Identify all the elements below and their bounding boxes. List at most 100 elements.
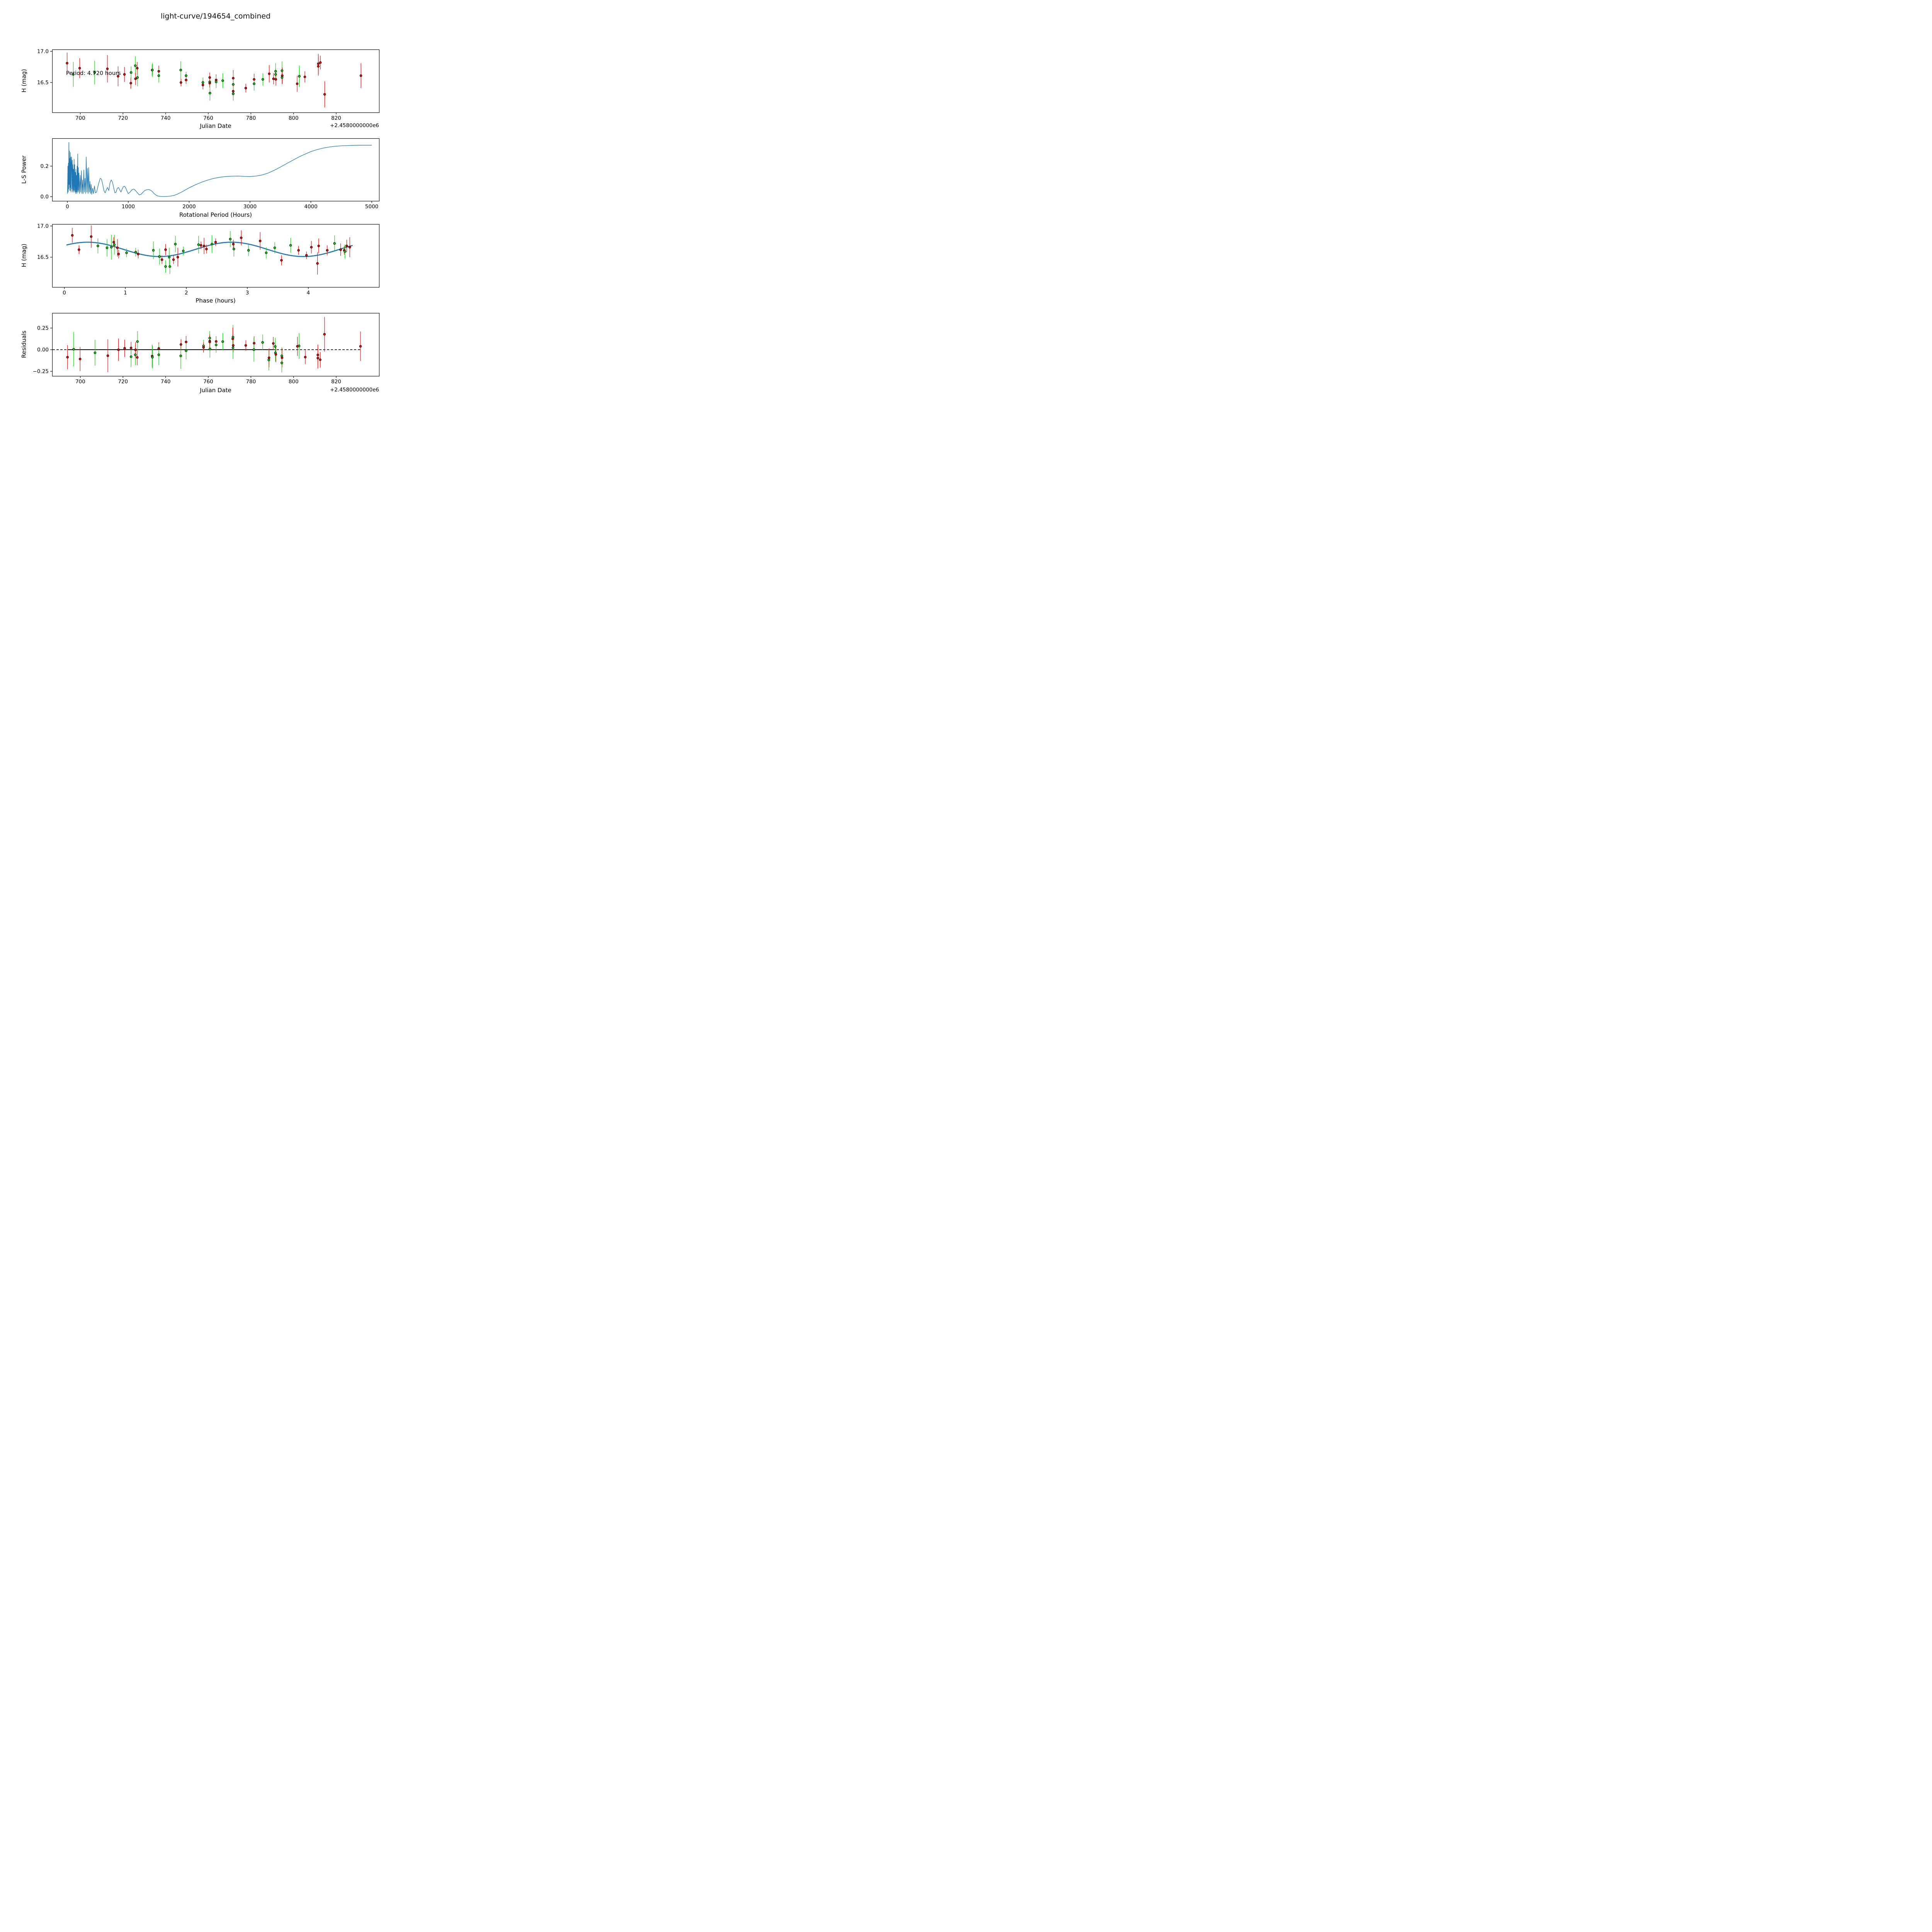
jd-lightcurve-data-point-red — [66, 62, 68, 65]
jd-lightcurve-data-point-red — [123, 73, 126, 76]
residuals-data-point-red — [117, 348, 120, 351]
residuals-data-point-red — [304, 355, 307, 359]
periodogram-x-tick-label: 5000 — [365, 204, 378, 210]
phase-lightcurve-data-point-green — [113, 243, 116, 246]
phase-lightcurve-data-point-red — [240, 236, 243, 239]
residuals-data-point-red — [232, 344, 235, 347]
phase-lightcurve-data-point-green — [265, 251, 268, 254]
residuals-data-point-green — [136, 340, 139, 343]
residuals-data-point-red — [136, 356, 139, 359]
phase-lightcurve-data-point-green — [182, 250, 185, 252]
phase-lightcurve-y-tick-label: 17.0 — [37, 223, 49, 229]
phase-lightcurve-data-point-red — [90, 235, 93, 238]
residuals-data-point-green — [215, 344, 218, 346]
periodogram-x-tick-label: 2000 — [182, 204, 196, 210]
jd-lightcurve-data-point-green — [72, 73, 75, 76]
periodogram-curve — [67, 142, 372, 197]
residuals-data-point-red — [202, 346, 205, 349]
jd-lightcurve-data-point-red — [180, 81, 182, 84]
residuals-data-point-red — [106, 354, 109, 357]
residuals-x-tick-label: 800 — [289, 379, 299, 385]
jd-lightcurve-data-point-red — [317, 65, 320, 68]
phase-lightcurve-data-point-green — [168, 256, 171, 259]
phase-lightcurve-data-point-green — [344, 250, 346, 253]
phase-lightcurve-data-point-red — [305, 254, 308, 257]
jd-lightcurve-data-point-red — [323, 93, 326, 96]
residuals-data-point-red — [253, 342, 255, 345]
jd-lightcurve-data-point-green — [232, 83, 235, 86]
jd-lightcurve-data-point-green — [93, 71, 96, 74]
phase-lightcurve-data-point-green — [289, 244, 292, 247]
jd-lightcurve-data-point-green — [134, 64, 137, 67]
phase-lightcurve-data-point-red — [71, 234, 74, 237]
residuals-data-point-green — [261, 341, 264, 344]
residuals-data-point-green — [208, 337, 211, 340]
jd-lightcurve-x-tick-label: 740 — [161, 115, 171, 121]
residuals-y-tick-label: 0.00 — [37, 347, 49, 353]
jd-lightcurve-x-tick-label: 780 — [246, 115, 256, 121]
y-axis-label-top-h-mag: H (mag) — [20, 69, 27, 93]
jd-lightcurve-data-point-green — [221, 79, 224, 82]
jd-lightcurve-data-point-green — [136, 76, 139, 79]
jd-lightcurve-data-point-red — [244, 87, 247, 90]
jd-lightcurve-x-tick-label: 820 — [331, 115, 341, 121]
jd-lightcurve-data-point-red — [208, 82, 211, 85]
jd-lightcurve-data-point-green — [298, 75, 301, 78]
phase-lightcurve-data-point-green — [152, 249, 155, 252]
residuals-data-point-red — [267, 356, 270, 359]
jd-lightcurve-data-point-green — [274, 70, 277, 73]
residuals-data-point-red — [319, 358, 321, 361]
residuals-data-point-green — [298, 345, 301, 347]
phase-lightcurve-data-point-red — [176, 256, 179, 259]
phase-lightcurve-data-point-green — [273, 247, 276, 249]
residuals-data-point-red — [123, 347, 126, 350]
x-axis-offset-top: +2.4580000000e6 — [330, 122, 379, 129]
jd-lightcurve-data-point-green — [232, 92, 235, 95]
x-axis-label-julian-date-top: Julian Date — [200, 122, 231, 129]
residuals-data-point-green — [185, 349, 187, 352]
phase-lightcurve-data-point-green — [110, 246, 113, 248]
residuals-data-point-red — [66, 356, 69, 359]
phase-lightcurve-frame — [52, 224, 380, 288]
jd-lightcurve-data-point-red — [274, 78, 277, 81]
jd-lightcurve-y-tick-label: 16.5 — [37, 80, 49, 86]
phase-lightcurve-data-point-green — [158, 255, 161, 258]
phase-lightcurve-data-point-green — [125, 251, 128, 254]
jd-lightcurve-data-point-red — [134, 77, 137, 80]
residuals-y-tick-label: −0.25 — [33, 368, 49, 374]
phase-lightcurve-data-point-red — [78, 248, 80, 251]
phase-lightcurve-data-point-red — [345, 245, 348, 247]
residuals-data-point-green — [221, 340, 224, 343]
residuals-data-point-green — [252, 348, 255, 351]
phase-lightcurve-data-point-green — [333, 242, 336, 245]
jd-lightcurve-data-point-red — [296, 82, 299, 85]
residuals-data-point-red — [281, 356, 284, 359]
periodogram-x-tick-label: 0 — [66, 204, 69, 210]
jd-lightcurve-data-point-green — [185, 74, 187, 77]
phase-lightcurve-data-point-red — [310, 246, 313, 248]
jd-lightcurve-data-point-red — [281, 74, 284, 77]
periodogram-y-tick-label: 0.2 — [41, 163, 49, 169]
jd-lightcurve-data-point-green — [157, 74, 160, 77]
phase-lightcurve-data-point-red — [348, 246, 351, 248]
phase-lightcurve-data-point-green — [168, 265, 171, 268]
y-axis-label-ls-power: L-S Power — [20, 155, 27, 184]
jd-lightcurve-x-tick-label: 760 — [203, 115, 213, 121]
phase-lightcurve-data-point-red — [326, 249, 329, 252]
jd-lightcurve-x-tick-label: 700 — [75, 115, 85, 121]
phase-lightcurve-x-tick-label: 4 — [307, 290, 310, 296]
phase-lightcurve-data-point-green — [97, 245, 99, 247]
phase-lightcurve-y-tick-label: 16.5 — [37, 254, 49, 260]
residuals-data-point-red — [215, 340, 218, 343]
periodogram-y-tick-label: 0.0 — [41, 194, 49, 200]
jd-lightcurve-data-point-green — [151, 69, 154, 71]
jd-lightcurve-data-point-red — [303, 75, 306, 78]
jd-lightcurve-data-point-red — [157, 70, 160, 73]
periodogram-x-tick-label: 1000 — [122, 204, 135, 210]
residuals-x-tick-label: 760 — [203, 379, 213, 385]
phase-lightcurve-x-tick-label: 0 — [63, 290, 66, 296]
phase-lightcurve-x-tick-label: 1 — [124, 290, 127, 296]
phase-lightcurve-data-point-red — [339, 248, 342, 251]
jd-lightcurve-data-point-red — [208, 76, 211, 79]
